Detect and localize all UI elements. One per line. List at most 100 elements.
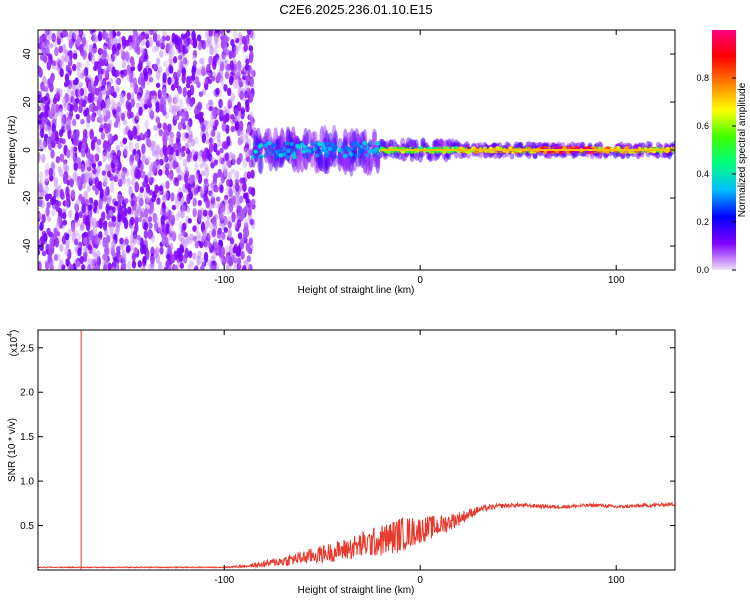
spectrogram-cell — [205, 149, 211, 160]
spectrogram-cell — [159, 207, 165, 216]
spectrogram-cell — [192, 235, 198, 242]
spectrogram-cell — [204, 39, 209, 48]
spectrogram-cell — [142, 244, 147, 255]
spectrogram-cell — [87, 204, 93, 212]
spectrogram-cell — [181, 67, 187, 77]
spectrogram-cell — [325, 154, 331, 175]
spectrogram-cell — [237, 263, 243, 270]
spectrogram-cell — [112, 53, 117, 60]
spectrogram-cell — [152, 165, 157, 174]
spectrogram-cell — [352, 140, 357, 146]
spectrogram-cell — [663, 152, 669, 158]
spectrogram-cell — [211, 198, 216, 209]
spectrogram-cell — [64, 165, 70, 173]
snr-multiplier-close: ) — [9, 330, 20, 333]
spectrogram-cell — [279, 129, 285, 147]
spectrogram-cell — [420, 137, 426, 148]
spectrogram-cell — [244, 81, 249, 92]
spectrogram-cell — [218, 98, 223, 109]
spectrogram-cell — [344, 156, 350, 169]
spectrogram-cell — [41, 102, 46, 112]
spectrogram-cell — [185, 44, 190, 51]
spectrogram-cell — [182, 222, 187, 231]
spectrogram-cell — [41, 213, 46, 224]
spectrogram-cell — [203, 251, 209, 263]
spectrogram-cell — [227, 99, 232, 109]
spectrogram-cell — [124, 197, 129, 204]
spectrogram-cell — [130, 216, 135, 226]
spectrogram-cell — [97, 161, 103, 167]
spectrogram-cell — [183, 38, 188, 46]
spectrogram-cell — [201, 123, 206, 132]
spectrogram-cell — [125, 51, 131, 61]
spectrogram-cell — [86, 185, 92, 193]
spectrogram-cell — [143, 190, 148, 198]
spectrogram-cell — [375, 153, 381, 174]
spectrogram-cell — [197, 101, 202, 112]
spectrogram-cell — [135, 112, 140, 121]
spectrogram-cell — [148, 36, 153, 48]
spectrogram-cell — [127, 130, 132, 139]
spectrogram-cell — [76, 61, 81, 71]
spectrogram-cell — [203, 178, 209, 185]
spectrogram-cell — [111, 266, 116, 270]
spectrogram-cell — [432, 139, 438, 147]
spectrogram-cell — [145, 183, 150, 194]
spectrogram-cell — [108, 77, 114, 85]
spectrogram-cell — [73, 137, 78, 147]
spectrogram-cell — [374, 147, 380, 152]
spectrogram-cell — [153, 125, 158, 131]
spectrogram-cell — [248, 149, 253, 157]
spectrogram-cell — [59, 259, 64, 267]
spectrogram-cell — [203, 209, 208, 217]
spectrogram-cell — [166, 253, 171, 260]
spectrogram-cell — [109, 211, 114, 218]
spectrogram-cell — [316, 141, 322, 146]
spectrogram-cell — [65, 233, 70, 241]
spectrogram-cell — [120, 69, 125, 76]
spectrogram-cell — [44, 174, 49, 183]
spectrogram-cell — [126, 92, 132, 101]
spectrogram-cell — [182, 124, 187, 130]
spectrogram-cell — [124, 238, 129, 246]
spectrogram-cell — [65, 258, 70, 267]
spectrogram-cell — [166, 42, 171, 52]
spectrogram-cell — [362, 156, 368, 174]
spectrogram-cell — [70, 221, 76, 233]
spectrogram-cell — [65, 237, 70, 249]
spectrogram-cell — [97, 62, 102, 74]
spectrogram-cell — [42, 140, 47, 151]
spectrogram-cell — [400, 151, 406, 162]
spectrogram-cell — [279, 155, 285, 168]
snr-multiplier-base: (x10 — [9, 336, 20, 356]
spectrogram-cell — [50, 149, 55, 159]
spectrogram-x-tick-label: 100 — [608, 275, 625, 286]
spectrogram-cell — [529, 141, 535, 148]
spectrogram-cell — [156, 159, 161, 170]
spectrogram-cell — [178, 221, 183, 231]
snr-frame — [37, 329, 676, 571]
spectrogram-cell — [248, 157, 253, 169]
spectrogram-cell — [244, 192, 249, 200]
spectrogram-cell — [446, 138, 452, 148]
spectrogram-cell — [168, 55, 173, 65]
spectrogram-cell — [222, 114, 228, 124]
spectrogram-cell — [216, 131, 221, 142]
spectrogram-cell — [264, 128, 270, 142]
spectrogram-cell — [131, 252, 136, 262]
spectrogram-cell — [184, 110, 189, 122]
spectrogram-cell — [46, 216, 52, 222]
spectrogram-cell — [102, 106, 108, 118]
spectrogram-cell — [69, 264, 74, 270]
spectrogram-cell — [232, 246, 237, 254]
spectrogram-cell — [315, 153, 320, 158]
spectrogram-cell — [58, 88, 63, 98]
spectrogram-cell — [128, 41, 133, 51]
spectrogram-cell — [258, 143, 264, 148]
spectrogram-cell — [40, 116, 46, 127]
spectrogram-cell — [120, 170, 126, 181]
spectrogram-cell — [155, 82, 161, 89]
spectrogram-cell — [352, 157, 358, 172]
spectrogram-cell — [141, 266, 146, 270]
spectrogram-cell — [83, 190, 88, 200]
